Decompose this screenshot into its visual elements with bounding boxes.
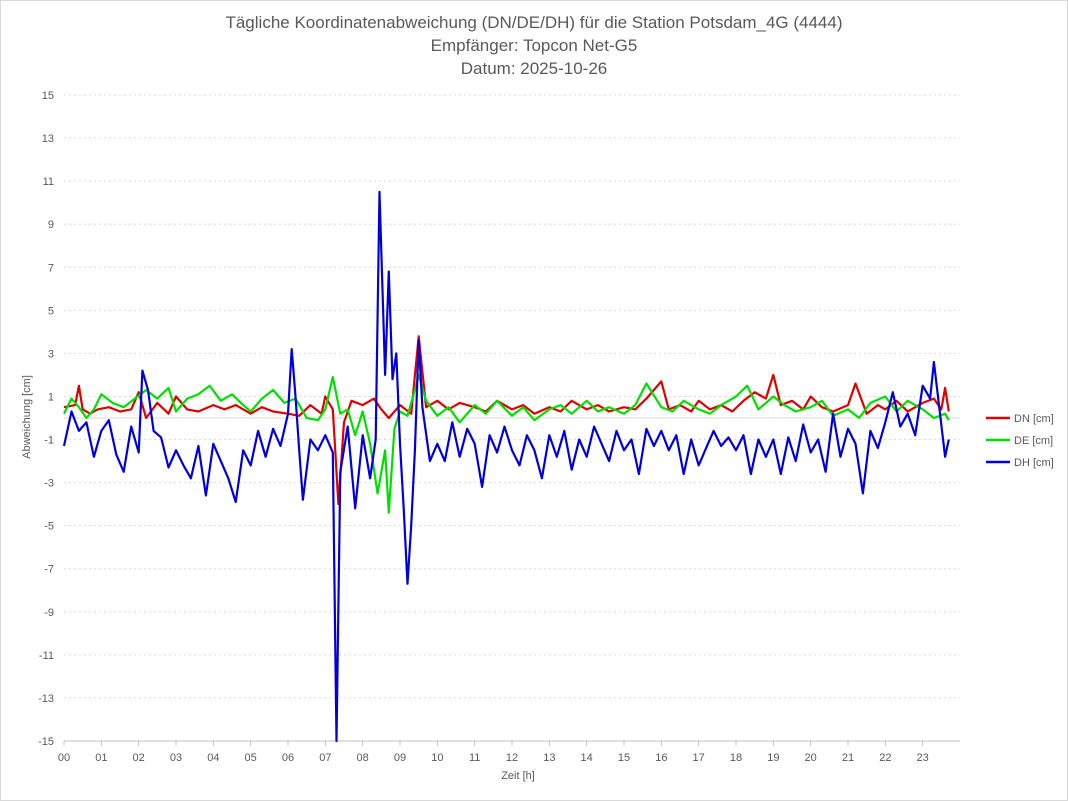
x-tick-label: 17 xyxy=(693,752,705,764)
x-tick-label: 13 xyxy=(543,752,555,764)
y-tick-label: -1 xyxy=(44,435,54,447)
x-tick-label: 05 xyxy=(245,752,257,764)
x-tick-label: 23 xyxy=(917,752,929,764)
x-tick-label: 04 xyxy=(207,752,219,764)
legend-label: DN [cm] xyxy=(1014,413,1054,425)
y-tick-label: 15 xyxy=(42,90,54,102)
x-axis-label: Zeit [h] xyxy=(501,770,535,782)
y-tick-label: 5 xyxy=(48,305,54,317)
series-line-dh xyxy=(62,190,950,743)
y-tick-label: 7 xyxy=(48,262,54,274)
y-tick-label: 1 xyxy=(48,391,54,403)
y-tick-label: -13 xyxy=(38,693,54,705)
y-tick-label: -9 xyxy=(44,607,54,619)
x-tick-label: 01 xyxy=(95,752,107,764)
x-tick-label: 06 xyxy=(282,752,294,764)
x-tick-label: 14 xyxy=(581,752,593,764)
y-tick-label: -15 xyxy=(38,736,54,748)
series-line-de xyxy=(63,373,950,514)
y-tick-label: 9 xyxy=(48,219,54,231)
x-tick-label: 08 xyxy=(357,752,369,764)
series-line-dn xyxy=(63,335,950,506)
legend-label: DH [cm] xyxy=(1014,457,1054,469)
chart-title: Tägliche Koordinatenabweichung (DN/DE/DH… xyxy=(225,13,843,32)
x-tick-label: 03 xyxy=(170,752,182,764)
y-axis-label: Abweichung [cm] xyxy=(21,375,33,459)
x-tick-label: 19 xyxy=(767,752,779,764)
x-tick-label: 09 xyxy=(394,752,406,764)
x-tick-label: 00 xyxy=(58,752,70,764)
y-tick-label: -3 xyxy=(44,478,54,490)
y-tick-label: -5 xyxy=(44,521,54,533)
x-tick-label: 18 xyxy=(730,752,742,764)
y-tick-label: -11 xyxy=(39,650,54,662)
x-tick-label: 02 xyxy=(133,752,145,764)
x-tick-label: 22 xyxy=(879,752,891,764)
x-tick-label: 12 xyxy=(506,752,518,764)
y-tick-labels: 15 13 11 9 7 5 3 1 -1 -3 -5 -7 -9 -11 -13 -15 xyxy=(38,90,54,748)
legend-label: DE [cm] xyxy=(1014,435,1053,447)
chart-subtitle-date: Datum: 2025-10-26 xyxy=(460,59,608,78)
x-tick-label: 10 xyxy=(431,752,443,764)
x-tick-label: 16 xyxy=(655,752,667,764)
x-tick-label: 20 xyxy=(805,752,817,764)
y-tick-label: 13 xyxy=(42,133,54,145)
series-lines xyxy=(62,190,950,743)
x-tick-labels: 00 01 02 03 04 05 06 07 08 09 10 11 12 13 14 15 16 17 18 19… xyxy=(58,752,929,764)
chart-subtitle-receiver: Empfänger: Topcon Net-G5 xyxy=(430,36,638,55)
y-tick-label: 11 xyxy=(43,176,54,188)
x-tick-label: 11 xyxy=(469,752,480,764)
x-tick-label: 15 xyxy=(618,752,630,764)
y-tick-label: 3 xyxy=(48,348,54,360)
gridlines xyxy=(63,94,960,746)
y-tick-label: -7 xyxy=(44,564,54,576)
x-tick-label: 21 xyxy=(842,752,854,764)
legend: DN [cm] DE [cm] DH [cm] xyxy=(986,413,1054,469)
x-tick-label: 07 xyxy=(319,752,331,764)
